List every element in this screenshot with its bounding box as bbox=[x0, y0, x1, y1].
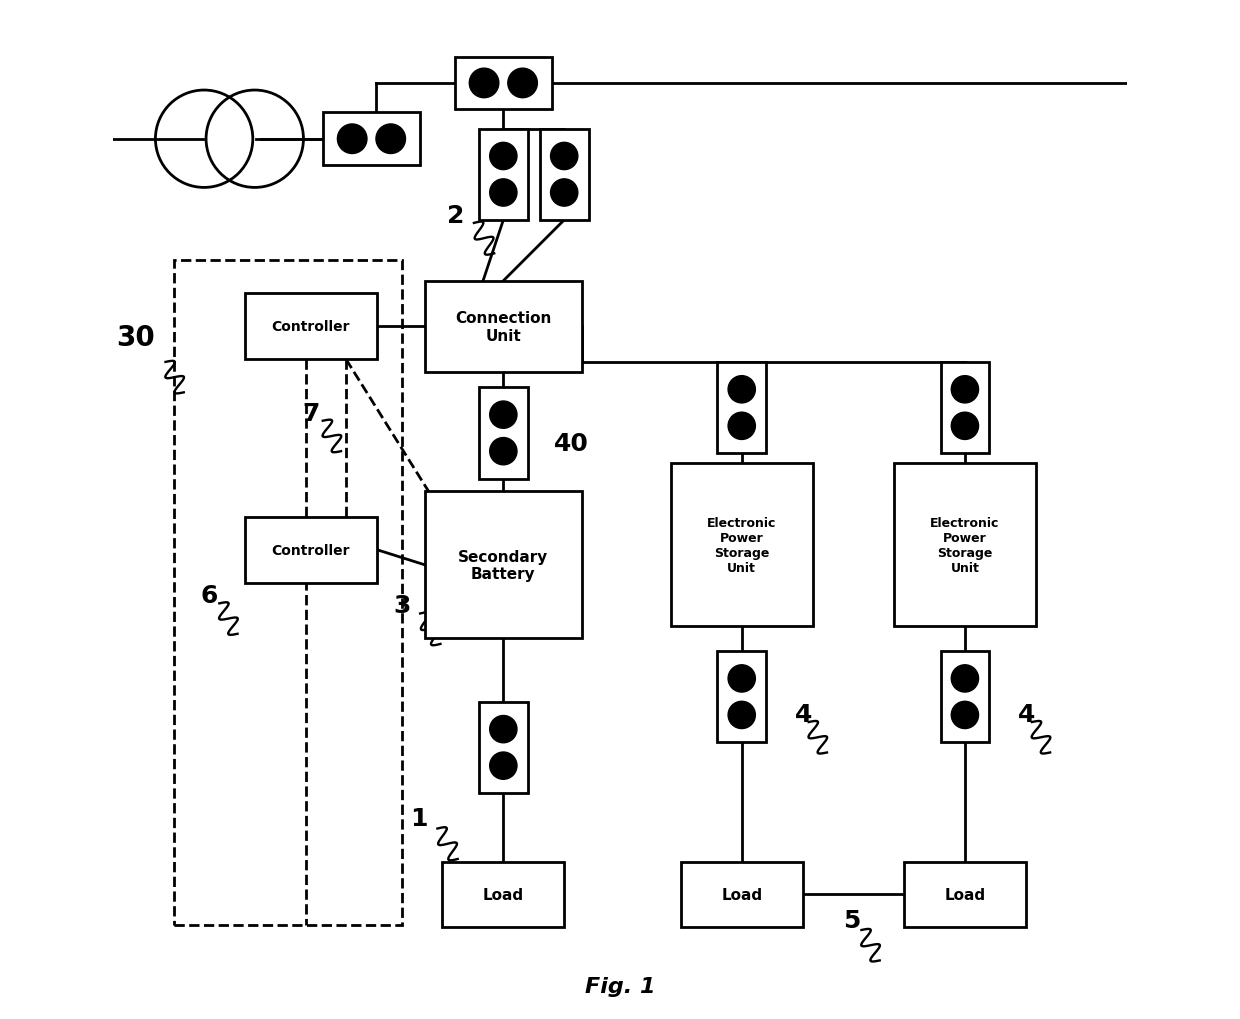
Circle shape bbox=[490, 144, 517, 170]
Text: Fig. 1: Fig. 1 bbox=[585, 976, 655, 996]
FancyBboxPatch shape bbox=[681, 862, 802, 927]
Circle shape bbox=[469, 69, 498, 99]
Circle shape bbox=[951, 665, 978, 692]
FancyBboxPatch shape bbox=[455, 57, 552, 110]
Text: Controller: Controller bbox=[272, 320, 350, 334]
FancyBboxPatch shape bbox=[718, 363, 766, 453]
Circle shape bbox=[376, 125, 405, 154]
FancyBboxPatch shape bbox=[894, 464, 1035, 626]
FancyBboxPatch shape bbox=[539, 129, 589, 221]
Text: Electronic
Power
Storage
Unit: Electronic Power Storage Unit bbox=[930, 516, 999, 574]
Text: Connection
Unit: Connection Unit bbox=[455, 311, 552, 343]
Text: Load: Load bbox=[482, 888, 525, 902]
FancyBboxPatch shape bbox=[425, 492, 582, 639]
Text: 2: 2 bbox=[446, 204, 464, 227]
Text: 3: 3 bbox=[393, 594, 410, 618]
FancyBboxPatch shape bbox=[904, 862, 1025, 927]
Circle shape bbox=[508, 69, 537, 99]
FancyBboxPatch shape bbox=[324, 113, 419, 166]
FancyBboxPatch shape bbox=[244, 294, 377, 360]
Text: 4: 4 bbox=[1018, 702, 1035, 727]
FancyBboxPatch shape bbox=[425, 281, 582, 373]
Text: 6: 6 bbox=[201, 584, 218, 607]
Circle shape bbox=[951, 376, 978, 404]
FancyBboxPatch shape bbox=[443, 862, 564, 927]
Text: Load: Load bbox=[945, 888, 986, 902]
Circle shape bbox=[337, 125, 367, 154]
Circle shape bbox=[551, 179, 578, 207]
FancyBboxPatch shape bbox=[671, 464, 812, 626]
Circle shape bbox=[951, 413, 978, 440]
FancyBboxPatch shape bbox=[244, 517, 377, 583]
Text: 30: 30 bbox=[117, 323, 155, 352]
FancyBboxPatch shape bbox=[941, 651, 990, 743]
Circle shape bbox=[728, 702, 755, 729]
Circle shape bbox=[728, 376, 755, 404]
Text: 7: 7 bbox=[301, 401, 319, 425]
Text: Controller: Controller bbox=[272, 543, 350, 557]
Circle shape bbox=[490, 179, 517, 207]
FancyBboxPatch shape bbox=[718, 651, 766, 743]
Circle shape bbox=[490, 438, 517, 466]
Text: 40: 40 bbox=[554, 432, 589, 455]
Circle shape bbox=[490, 401, 517, 429]
Circle shape bbox=[551, 144, 578, 170]
Text: 1: 1 bbox=[410, 807, 428, 830]
FancyBboxPatch shape bbox=[479, 702, 528, 793]
Circle shape bbox=[490, 752, 517, 780]
Text: Secondary
Battery: Secondary Battery bbox=[459, 549, 548, 582]
Circle shape bbox=[728, 413, 755, 440]
Circle shape bbox=[490, 715, 517, 743]
Circle shape bbox=[728, 665, 755, 692]
Text: 4: 4 bbox=[795, 702, 812, 727]
FancyBboxPatch shape bbox=[941, 363, 990, 453]
FancyBboxPatch shape bbox=[479, 388, 528, 479]
Circle shape bbox=[951, 702, 978, 729]
Text: Electronic
Power
Storage
Unit: Electronic Power Storage Unit bbox=[707, 516, 776, 574]
Text: Load: Load bbox=[722, 888, 763, 902]
Text: 5: 5 bbox=[843, 908, 861, 932]
FancyBboxPatch shape bbox=[479, 129, 528, 221]
